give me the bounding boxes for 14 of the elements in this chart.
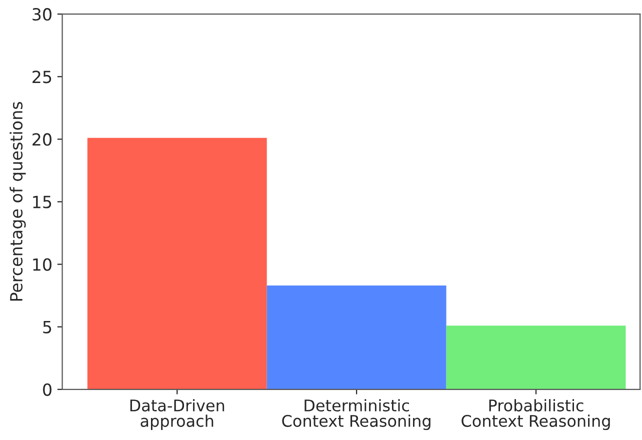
bar <box>266 286 446 390</box>
y-tick-label: 15 <box>33 196 52 208</box>
y-tick-label: 0 <box>43 383 52 396</box>
x-tick-label: Data-Driven approach <box>130 399 224 430</box>
bar <box>87 138 267 390</box>
x-tick-label: Probabilistic Context Reasoning <box>462 399 610 430</box>
y-tick-label: 10 <box>33 258 52 271</box>
bar <box>446 326 626 390</box>
y-tick-label: 5 <box>43 321 52 334</box>
y-tick-label: 25 <box>32 70 52 84</box>
x-tick-label: Deterministic Context Reasoning <box>282 399 430 430</box>
y-tick-label: 20 <box>32 133 52 146</box>
y-axis-title: Percentage of questions <box>10 102 26 301</box>
y-tick-label: 30 <box>32 8 52 21</box>
